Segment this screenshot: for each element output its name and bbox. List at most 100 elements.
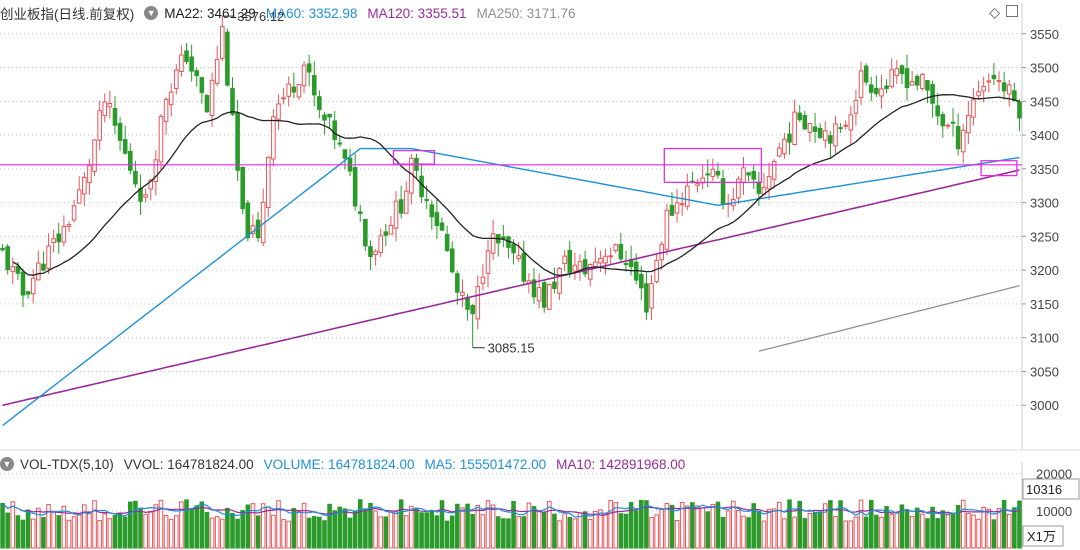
candle-body [996, 80, 1002, 83]
candle-body [695, 183, 700, 186]
candle-body [174, 69, 179, 90]
candle-body [286, 83, 292, 97]
candle-body [950, 121, 956, 124]
candle-body [373, 250, 378, 256]
candle-body [46, 245, 51, 269]
candle-body [281, 97, 286, 100]
candle-body [899, 65, 905, 75]
candle-body [598, 257, 603, 264]
candle-body [511, 243, 516, 254]
volume-bar [214, 516, 220, 549]
volume-bar [761, 520, 767, 549]
volume-bar [61, 505, 67, 549]
volume-bar [955, 504, 961, 549]
volume-bar [133, 500, 138, 549]
candle-body [128, 150, 133, 171]
candle-body [976, 91, 981, 97]
volume-bar [414, 507, 419, 549]
volume-bar [260, 503, 266, 549]
candle-body [710, 168, 716, 177]
dropdown-circle-icon[interactable]: ▼ [144, 6, 159, 20]
candle-body [0, 247, 5, 251]
candle-body [843, 124, 848, 127]
ytick-label-3050: 3050 [1030, 364, 1059, 379]
candle-body [5, 246, 10, 271]
volume-bar [199, 501, 205, 549]
ytick-label-3400: 3400 [1030, 128, 1059, 143]
candle-body [455, 273, 460, 293]
vol-ytick-label-10000: 10000 [1036, 504, 1072, 519]
candle-body [669, 205, 675, 216]
volume-bar [991, 519, 997, 549]
candle-body [112, 108, 118, 126]
candle-body [15, 265, 21, 274]
volume-bar [598, 509, 603, 549]
volume-bar [1006, 513, 1012, 549]
candle-body [945, 124, 951, 127]
candle-body [148, 179, 154, 190]
volume-bar [685, 505, 690, 549]
candle-body [639, 273, 644, 289]
diamond-icon[interactable]: ◇ [989, 4, 1000, 20]
volume-bar [311, 516, 317, 549]
candle-body [444, 234, 450, 252]
candle-body [920, 74, 925, 89]
candle-body [184, 50, 189, 63]
main-chart-header: 创业板指(日线.前复权) ▼ MA22: 3461.29 MA60: 3352.… [0, 3, 586, 23]
volume-bars-group [0, 499, 1022, 549]
volume-bar [51, 510, 56, 549]
candle-body [868, 84, 874, 93]
candle-body [235, 112, 240, 171]
volume-bar [674, 520, 680, 549]
volume-bar [163, 514, 169, 549]
volume-bar [771, 508, 777, 549]
candle-body [87, 165, 92, 184]
volume-bar [352, 511, 358, 549]
candle-body [807, 123, 813, 133]
candle-body [388, 224, 394, 235]
volume-bar [930, 506, 935, 549]
candle-body [971, 99, 976, 118]
candle-body [582, 259, 588, 275]
candle-body [981, 85, 986, 92]
volume-bar [552, 513, 557, 549]
candle-body [92, 139, 97, 172]
volume-bar [618, 513, 624, 549]
candle-body [930, 84, 935, 104]
volume-bar [884, 506, 889, 549]
maximize-icon[interactable] [1006, 5, 1018, 17]
candle-body [654, 259, 659, 283]
volume-bar [690, 502, 695, 549]
candle-body [465, 297, 470, 310]
candle-body [342, 149, 348, 159]
candle-body [219, 26, 225, 59]
candle-body [516, 255, 521, 260]
candle-body [644, 283, 649, 313]
candle-body [797, 112, 803, 121]
volume-bar [894, 512, 900, 549]
volume-bar [628, 502, 634, 549]
candle-body [71, 205, 77, 221]
candle-body [853, 99, 859, 114]
candle-body [705, 173, 711, 176]
candle-body [10, 266, 16, 273]
volume-bar [868, 499, 874, 549]
candle-body [245, 202, 251, 239]
volume-bar [971, 514, 976, 549]
candle-body [378, 235, 383, 254]
volume-bar [695, 505, 700, 549]
candle-body [746, 172, 751, 176]
volume-bar [357, 499, 363, 549]
candle-body [194, 70, 200, 77]
volume-bar [363, 508, 368, 549]
candle-body [884, 85, 889, 89]
ma22-value: MA22: 3461.29 [164, 5, 256, 21]
volume-bar [444, 520, 450, 549]
volume-bar [5, 512, 10, 549]
volume-bar [460, 507, 465, 549]
candle-body [557, 267, 562, 294]
dropdown-circle-icon[interactable]: ▼ [0, 457, 14, 471]
volume-bar [20, 519, 26, 549]
candle-body [812, 126, 818, 132]
